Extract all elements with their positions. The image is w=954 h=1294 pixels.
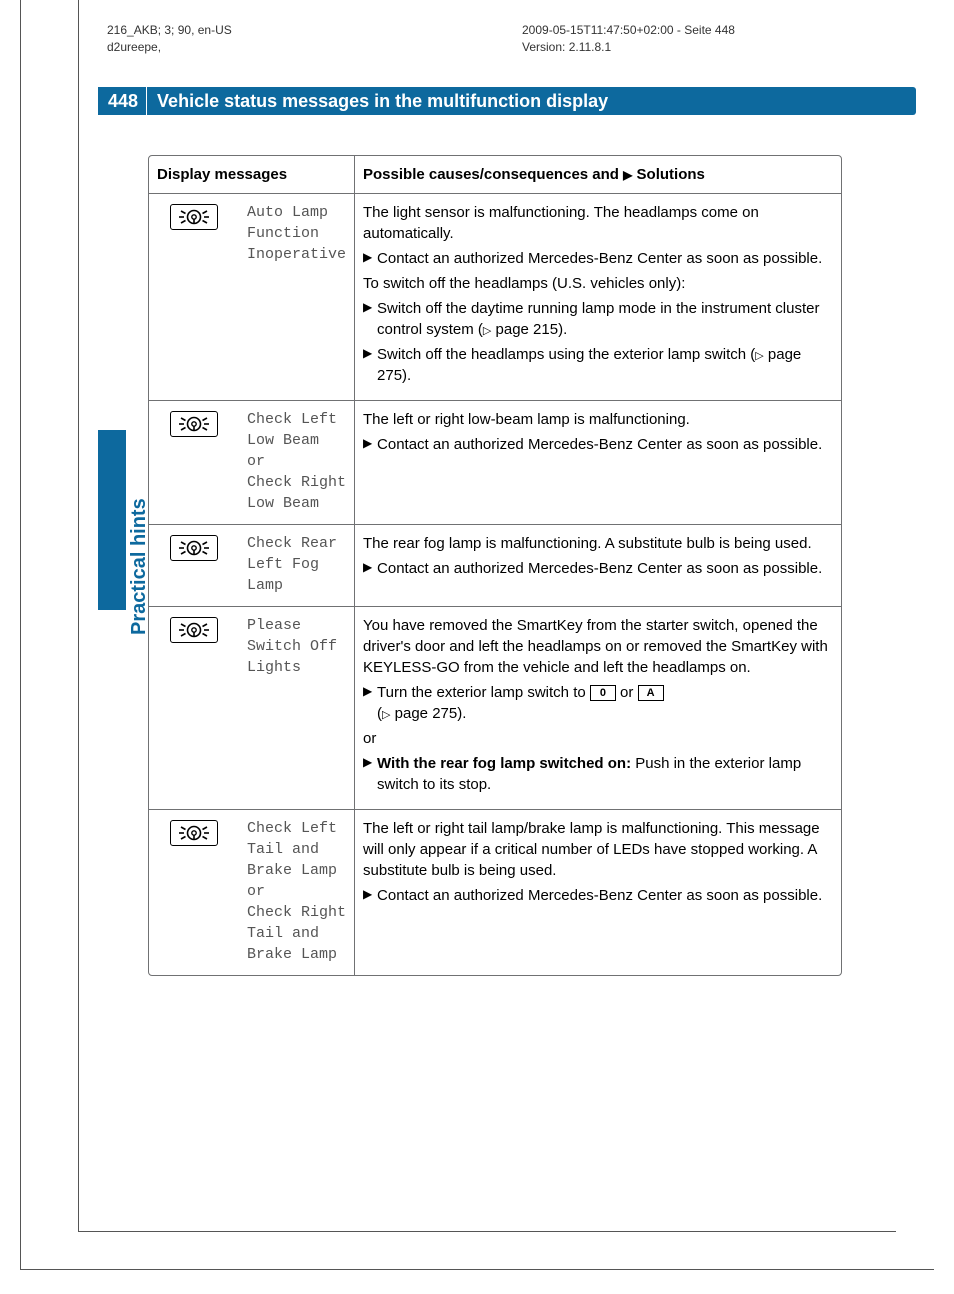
icon-cell bbox=[149, 194, 239, 401]
bullet-triangle-icon: ▶ bbox=[363, 434, 377, 453]
table-body: Auto Lamp Function InoperativeThe light … bbox=[149, 194, 841, 976]
page-number: 448 bbox=[98, 87, 147, 115]
solution-or-text: or bbox=[363, 728, 833, 749]
meta-left-2: d2ureepe, bbox=[107, 40, 161, 54]
icon-cell bbox=[149, 607, 239, 810]
table-row: Auto Lamp Function InoperativeThe light … bbox=[149, 194, 841, 401]
page-ref-triangle-icon: ▷ bbox=[382, 709, 390, 721]
solution-bullet: ▶Contact an authorized Mercedes-Benz Cen… bbox=[363, 885, 833, 906]
solution-cell: The left or right tail lamp/brake lamp i… bbox=[355, 810, 841, 976]
switch-position-a-icon: A bbox=[638, 685, 664, 701]
icon-cell bbox=[149, 525, 239, 607]
solution-bullet: ▶Switch off the headlamps using the exte… bbox=[363, 344, 833, 386]
solution-switch-line: Turn the exterior lamp switch to 0 or A(… bbox=[377, 682, 833, 724]
bullet-triangle-icon: ▶ bbox=[363, 298, 377, 317]
solution-bold-tail: With the rear fog lamp switched on: Push… bbox=[377, 753, 833, 795]
col3-header-prefix: Possible causes/consequences and bbox=[363, 166, 619, 183]
bullet-triangle-icon: ▶ bbox=[363, 344, 377, 363]
col-header-display-messages: Display messages bbox=[149, 156, 355, 194]
solution-bullet-text: Switch off the headlamps using the exter… bbox=[377, 344, 833, 386]
page-ref-triangle-icon: ▷ bbox=[483, 325, 491, 337]
solution-bullet: ▶Contact an authorized Mercedes-Benz Cen… bbox=[363, 434, 833, 455]
solution-bullet: ▶Contact an authorized Mercedes-Benz Cen… bbox=[363, 248, 833, 269]
display-message-cell: Check Left Tail and Brake LamporCheck Ri… bbox=[239, 810, 355, 976]
icon-cell bbox=[149, 401, 239, 525]
bullet-triangle-icon: ▶ bbox=[363, 885, 377, 904]
switch-position-0-icon: 0 bbox=[590, 685, 616, 701]
solution-intro: The rear fog lamp is malfunctioning. A s… bbox=[363, 533, 833, 554]
solution-cell: You have removed the SmartKey from the s… bbox=[355, 607, 841, 810]
icon-cell bbox=[149, 810, 239, 976]
header-band: 448 Vehicle status messages in the multi… bbox=[98, 87, 916, 115]
col3-header-suffix: Solutions bbox=[637, 166, 705, 183]
meta-right-1: 2009-05-15T11:47:50+02:00 - Seite 448 bbox=[522, 23, 735, 37]
solution-bullet-text: Switch off the daytime running lamp mode… bbox=[377, 298, 833, 340]
display-message-cell: Check Left Low BeamorCheck Right Low Bea… bbox=[239, 401, 355, 525]
solution-cell: The left or right low-beam lamp is malfu… bbox=[355, 401, 841, 525]
solution-bullet-text: Contact an authorized Mercedes-Benz Cent… bbox=[377, 885, 833, 906]
solution-intro: The left or right tail lamp/brake lamp i… bbox=[363, 818, 833, 881]
meta-right-2: Version: 2.11.8.1 bbox=[522, 40, 611, 54]
display-message-cell: Check Rear Left Fog Lamp bbox=[239, 525, 355, 607]
meta-right: 2009-05-15T11:47:50+02:00 - Seite 448 Ve… bbox=[522, 22, 735, 57]
solution-bullet: ▶With the rear fog lamp switched on: Pus… bbox=[363, 753, 833, 795]
meta-left: 216_AKB; 3; 90, en-US d2ureepe, bbox=[107, 22, 232, 57]
solution-bullet: ▶Contact an authorized Mercedes-Benz Cen… bbox=[363, 558, 833, 579]
solutions-triangle-icon: ▶ bbox=[623, 168, 632, 182]
lamp-warning-icon bbox=[170, 535, 218, 561]
bullet-triangle-icon: ▶ bbox=[363, 558, 377, 577]
messages-table-frame: Display messages Possible causes/consequ… bbox=[148, 155, 842, 976]
solution-bullet: ▶Turn the exterior lamp switch to 0 or A… bbox=[363, 682, 833, 724]
table-row: Check Left Low BeamorCheck Right Low Bea… bbox=[149, 401, 841, 525]
solution-bullet-text: Contact an authorized Mercedes-Benz Cent… bbox=[377, 558, 833, 579]
bullet-triangle-icon: ▶ bbox=[363, 682, 377, 701]
solution-cell: The light sensor is malfunctioning. The … bbox=[355, 194, 841, 401]
table-row: Please Switch Off LightsYou have removed… bbox=[149, 607, 841, 810]
solution-mid-text: To switch off the headlamps (U.S. vehicl… bbox=[363, 273, 833, 294]
messages-table: Display messages Possible causes/consequ… bbox=[149, 156, 841, 975]
bullet-triangle-icon: ▶ bbox=[363, 248, 377, 267]
side-tab bbox=[98, 430, 126, 610]
lamp-warning-icon bbox=[170, 411, 218, 437]
table-row: Check Rear Left Fog Lamp The rear fog lam… bbox=[149, 525, 841, 607]
solution-cell: The rear fog lamp is malfunctioning. A s… bbox=[355, 525, 841, 607]
page-title: Vehicle status messages in the multifunc… bbox=[147, 91, 608, 112]
page-ref-triangle-icon: ▷ bbox=[755, 350, 763, 362]
lamp-warning-icon bbox=[170, 617, 218, 643]
solution-bullet: ▶Switch off the daytime running lamp mod… bbox=[363, 298, 833, 340]
solution-bullet-text: Contact an authorized Mercedes-Benz Cent… bbox=[377, 248, 833, 269]
bullet-triangle-icon: ▶ bbox=[363, 753, 377, 772]
solution-intro: The left or right low-beam lamp is malfu… bbox=[363, 409, 833, 430]
display-message-cell: Auto Lamp Function Inoperative bbox=[239, 194, 355, 401]
lamp-warning-icon bbox=[170, 204, 218, 230]
display-message-cell: Please Switch Off Lights bbox=[239, 607, 355, 810]
lamp-warning-icon bbox=[170, 820, 218, 846]
table-row: Check Left Tail and Brake LamporCheck Ri… bbox=[149, 810, 841, 976]
solution-bullet-text: Contact an authorized Mercedes-Benz Cent… bbox=[377, 434, 833, 455]
meta-left-1: 216_AKB; 3; 90, en-US bbox=[107, 23, 232, 37]
col-header-solutions: Possible causes/consequences and ▶ Solut… bbox=[355, 156, 841, 194]
solution-intro: The light sensor is malfunctioning. The … bbox=[363, 202, 833, 244]
solution-intro: You have removed the SmartKey from the s… bbox=[363, 615, 833, 678]
